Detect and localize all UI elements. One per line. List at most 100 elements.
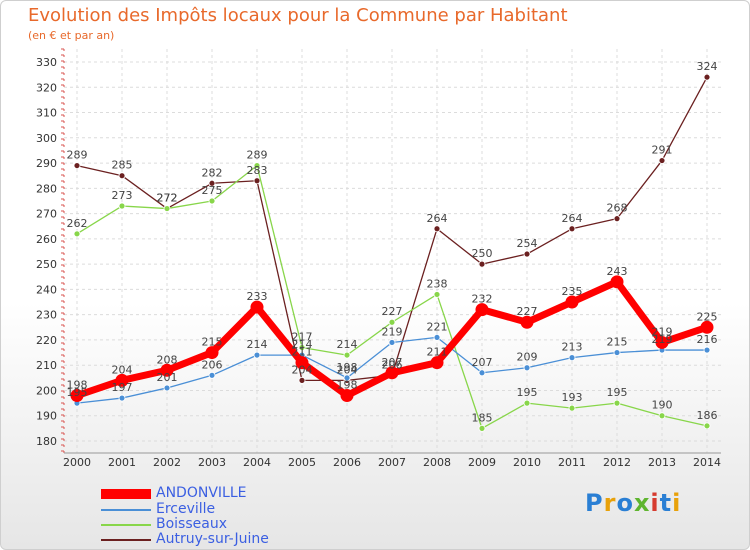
point-andonville-2010	[520, 315, 534, 329]
x-tick-label-2014: 2014	[693, 456, 721, 469]
point-boisseaux-2004	[253, 162, 261, 169]
x-tick-label-2000: 2000	[63, 456, 91, 469]
x-tick-label-2005: 2005	[288, 456, 316, 469]
y-tick-label-310: 310	[36, 107, 57, 120]
data-label-andonville-2012: 243	[607, 265, 628, 278]
x-tick-label-2010: 2010	[513, 456, 541, 469]
point-boisseaux-2003	[208, 197, 216, 205]
data-label-erceville-2002: 201	[157, 371, 178, 384]
data-label-boisseaux-2004: 289	[247, 149, 268, 162]
point-erceville-2004	[253, 351, 261, 359]
data-label-autruy-sur-juine-2007: 206	[382, 358, 403, 371]
legend-label-autruy-sur-juine: Autruy-sur-Juine	[156, 531, 269, 547]
data-label-autruy-sur-juine-2002: 272	[157, 192, 178, 205]
point-boisseaux-2014	[703, 422, 711, 430]
y-tick-label-330: 330	[36, 56, 57, 69]
x-tick-label-2001: 2001	[108, 456, 136, 469]
data-label-andonville-2002: 208	[157, 353, 178, 366]
point-boisseaux-2008	[433, 291, 441, 298]
point-andonville-2004	[250, 300, 264, 314]
data-label-autruy-sur-juine-2004: 283	[247, 164, 268, 177]
data-label-andonville-2011: 235	[562, 285, 583, 298]
x-tick-label-2004: 2004	[243, 456, 271, 469]
y-tick-label-270: 270	[36, 208, 57, 221]
legend-label-andonville: ANDONVILLE	[156, 485, 247, 501]
gridlines	[64, 49, 721, 453]
point-andonville-2013	[655, 335, 669, 349]
data-label-andonville-2004: 233	[247, 290, 268, 303]
legend-swatch-erceville	[101, 509, 151, 511]
data-label-andonville-2008: 211	[427, 346, 448, 359]
x-tick-label-2012: 2012	[603, 456, 631, 469]
x-tick-label-2008: 2008	[423, 456, 451, 469]
y-tick-label-250: 250	[36, 258, 57, 271]
point-andonville-2001	[115, 373, 129, 387]
logo-letter: i	[672, 489, 682, 517]
data-label-erceville-2003: 206	[202, 358, 223, 371]
data-label-boisseaux-2000: 262	[67, 217, 88, 230]
point-boisseaux-2011	[568, 404, 576, 412]
y-tick-label-230: 230	[36, 309, 57, 322]
data-label-erceville-2004: 214	[247, 338, 268, 351]
logo-letter: i	[650, 489, 660, 517]
data-label-andonville-2003: 215	[202, 336, 223, 349]
data-label-autruy-sur-juine-2009: 250	[472, 247, 493, 260]
logo-letter: t	[659, 489, 673, 517]
point-boisseaux-2012	[613, 399, 621, 407]
data-label-autruy-sur-juine-2010: 254	[517, 237, 538, 250]
data-label-andonville-2000: 198	[67, 379, 88, 392]
data-label-boisseaux-2013: 190	[652, 399, 673, 412]
point-autruy-sur-juine-2000	[73, 162, 81, 169]
point-autruy-sur-juine-2013	[658, 157, 666, 164]
data-label-erceville-2008: 221	[427, 320, 448, 333]
x-axis-ticks: 2000 2001 2002 2003 2004 2005 2006 2007 2008 2009…	[63, 456, 721, 469]
data-label-andonville-2007: 207	[382, 356, 403, 369]
y-axis-ticks: 180 190 200 210 220 230 240 250 260 270 280 290 300 3…	[36, 56, 57, 448]
point-boisseaux-2006	[343, 351, 351, 359]
point-autruy-sur-juine-2010	[523, 250, 531, 258]
data-label-autruy-sur-juine-2000: 289	[67, 149, 88, 162]
data-label-boisseaux-2005: 217	[292, 331, 313, 344]
point-boisseaux-2001	[118, 202, 126, 210]
point-andonville-2003	[205, 346, 219, 360]
data-label-boisseaux-2010: 195	[517, 386, 538, 399]
point-andonville-2011	[565, 295, 579, 309]
y-tick-label-260: 260	[36, 233, 57, 246]
data-label-erceville-2001: 197	[112, 381, 133, 394]
point-autruy-sur-juine-2009	[478, 260, 486, 268]
data-label-erceville-2011: 213	[562, 341, 583, 354]
y-tick-label-280: 280	[36, 182, 57, 195]
x-tick-label-2013: 2013	[648, 456, 676, 469]
point-boisseaux-2013	[658, 412, 666, 420]
legend-swatch-andonville	[101, 489, 151, 499]
point-erceville-2002	[163, 384, 171, 392]
point-autruy-sur-juine-2001	[118, 172, 126, 180]
data-label-boisseaux-2007: 227	[382, 305, 403, 318]
point-erceville-2006	[343, 374, 351, 382]
x-tick-label-2007: 2007	[378, 456, 406, 469]
data-label-andonville-2014: 225	[697, 310, 718, 323]
point-autruy-sur-juine-2012	[613, 215, 621, 223]
point-erceville-2008	[433, 334, 441, 341]
point-autruy-sur-juine-2003	[208, 179, 216, 187]
point-erceville-2009	[478, 369, 486, 377]
data-label-erceville-2006: 198	[337, 361, 358, 374]
data-label-erceville-2000: 195	[67, 386, 88, 399]
point-erceville-2010	[523, 364, 531, 372]
point-autruy-sur-juine-2014	[703, 73, 711, 81]
data-labels-layer: 289 285 272 282 283 204 204 206 264 250 254 264 268 2…	[67, 60, 718, 424]
data-label-andonville-2010: 227	[517, 305, 538, 318]
y-tick-label-290: 290	[36, 157, 57, 170]
logo-letter: o	[616, 489, 634, 517]
data-label-boisseaux-2006: 214	[337, 338, 358, 351]
logo-letter: P	[585, 489, 604, 517]
y-tick-label-180: 180	[36, 435, 57, 448]
data-label-autruy-sur-juine-2014: 324	[697, 60, 718, 73]
data-label-boisseaux-2003: 275	[202, 184, 223, 197]
proxiti-logo: Proxiti	[585, 489, 681, 517]
point-erceville-2011	[568, 354, 576, 362]
y-tick-label-320: 320	[36, 81, 57, 94]
chart-title: Evolution des Impôts locaux pour la Comm…	[28, 5, 568, 26]
data-label-erceville-2014: 216	[697, 333, 718, 346]
